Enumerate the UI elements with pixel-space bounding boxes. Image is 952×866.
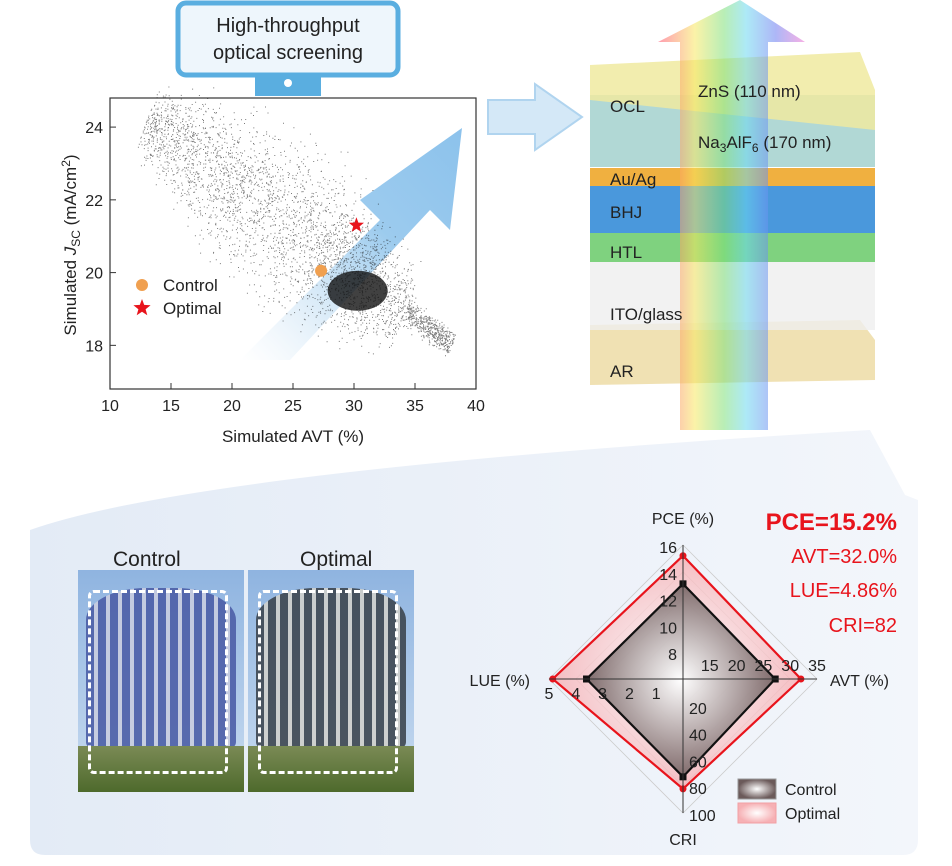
radar-axis-label: AVT (%): [830, 673, 889, 690]
legend-optimal: Optimal: [163, 299, 222, 318]
scatter-points: [137, 86, 456, 357]
layer-bhj: BHJ: [610, 203, 642, 222]
radar-tick-label: 15: [701, 658, 719, 675]
zns-label: ZnS (110 nm): [698, 82, 801, 101]
radar-tick-label: 100: [689, 808, 716, 825]
legend-optimal-marker: [133, 299, 151, 316]
radar-tick-label: 40: [689, 728, 707, 745]
y-tick-label: 18: [85, 338, 103, 355]
x-tick-label: 25: [284, 398, 302, 415]
layer-auag: Au/Ag: [610, 170, 656, 189]
layer-ar: AR: [610, 362, 634, 381]
photo-caption-optimal: Optimal: [300, 548, 373, 571]
result-pce: PCE=15.2%: [766, 509, 897, 536]
radar-tick-label: 80: [689, 781, 707, 798]
optimal-marker: [348, 217, 364, 232]
legend-control-swatch: [737, 778, 777, 800]
radar-tick-label: 35: [808, 658, 826, 675]
light-beam: [658, 0, 805, 430]
result-avt: AVT=32.0%: [791, 546, 897, 568]
radar-axis-label: LUE (%): [470, 673, 530, 690]
naalf-label: Na3AlF6 (170 nm): [698, 133, 831, 155]
y-tick-label: 24: [85, 120, 103, 137]
radar-tick-label: 20: [728, 658, 746, 675]
radar-tick-label: 5: [545, 686, 554, 703]
dashed-window-region: [258, 590, 398, 774]
radar-tick-label: 3: [598, 686, 607, 703]
legend-control: Control: [163, 276, 218, 295]
radar-tick-label: 60: [689, 754, 707, 771]
radar-tick-label: 1: [652, 686, 661, 703]
monitor-line2: optical screening: [213, 42, 363, 64]
radar-tick-label: 20: [689, 701, 707, 718]
result-cri: CRI=82: [829, 615, 897, 637]
x-tick-label: 15: [162, 398, 180, 415]
radar-axis-label: PCE (%): [652, 511, 714, 528]
device-stack: OCL ZnS (110 nm) Na3AlF6 (170 nm) Au/Ag …: [590, 0, 875, 430]
x-tick-label: 20: [223, 398, 241, 415]
results-values: PCE=15.2% AVT=32.0% LUE=4.86% CRI=82: [766, 509, 898, 637]
dashed-window-region: [88, 590, 228, 774]
radar-legend-optimal: Optimal: [785, 806, 840, 823]
dense-region: [327, 270, 388, 311]
result-lue: LUE=4.86%: [790, 580, 898, 602]
radar-legend-control: Control: [785, 782, 837, 799]
x-tick-label: 10: [101, 398, 119, 415]
layer-ito-glass: ITO/glass: [610, 305, 682, 324]
radar-tick-label: 8: [668, 647, 677, 664]
photo-optimal: [248, 570, 414, 792]
scatter-plot: 10 15 20 25 30 35 40 18 20 22 24 Simulated AVT (%)…: [59, 86, 485, 446]
scatter-legend: Control Optimal: [133, 276, 222, 318]
radar-tick-label: 12: [659, 594, 677, 611]
radar-tick-label: 30: [781, 658, 799, 675]
flow-arrow: [487, 82, 584, 152]
radar-tick-label: 4: [571, 686, 580, 703]
radar-tick-label: 14: [659, 567, 677, 584]
y-tick-label: 20: [85, 266, 103, 283]
y-axis-label: Simulated JSC (mA/cm2): [59, 154, 83, 335]
legend-optimal-swatch: [737, 802, 777, 824]
radar-legend: Control Optimal: [737, 778, 840, 824]
control-marker: [315, 264, 328, 277]
radar-tick-label: 2: [625, 686, 634, 703]
monitor-line1: High-throughput: [216, 15, 360, 37]
photo-caption-control: Control: [113, 548, 181, 571]
x-tick-label: 30: [345, 398, 363, 415]
x-axis-label: Simulated AVT (%): [222, 427, 364, 446]
radar-axis-label: CRI: [669, 832, 697, 849]
layer-ocl: OCL: [610, 97, 645, 116]
x-tick-label: 35: [406, 398, 424, 415]
monitor: High-throughput optical screening: [175, 0, 401, 96]
radar-tick-label: 10: [659, 620, 677, 637]
improvement-arrow: [240, 128, 462, 360]
radar-tick-label: 16: [659, 540, 677, 557]
photo-control: [78, 570, 244, 792]
y-tick-label: 22: [85, 193, 103, 210]
x-tick-label: 40: [467, 398, 485, 415]
legend-control-marker: [136, 279, 148, 291]
layer-htl: HTL: [610, 243, 642, 262]
radar-tick-label: 25: [755, 658, 773, 675]
simulation-cloud: [137, 86, 456, 357]
